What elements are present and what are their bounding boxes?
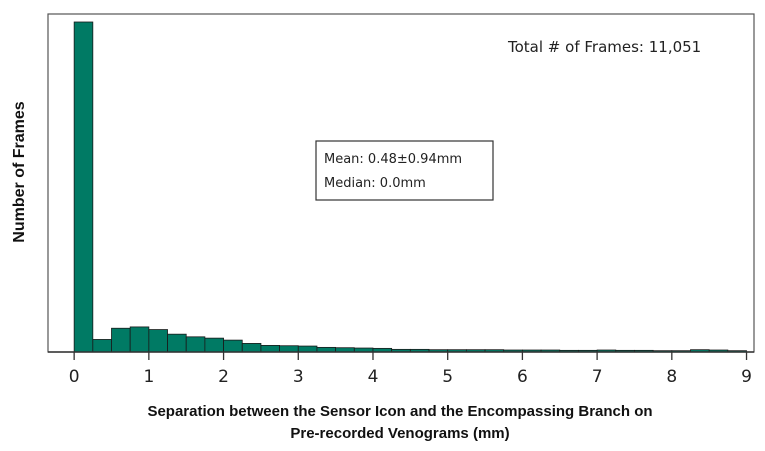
histogram-bar [148,329,168,353]
x-tick-label: 4 [368,367,379,387]
histogram-bar [73,21,94,353]
histogram-bar [279,345,299,353]
histogram-bar [167,333,187,353]
x-tick-label: 2 [218,367,229,387]
histogram-bar [92,339,112,353]
histogram-bar [260,344,280,353]
x-tick-label: 7 [592,367,603,387]
stats-box: Mean: 0.48±0.94mm Median: 0.0mm [315,140,494,201]
histogram-bars [73,21,747,353]
x-tick-label: 0 [69,367,80,387]
x-axis-label-line1: Separation between the Sensor Icon and t… [147,403,652,420]
stats-median: Median: 0.0mm [324,176,426,191]
x-tick-label: 3 [293,367,304,387]
histogram-bar [223,339,243,353]
stats-mean: Mean: 0.48±0.94mm [324,152,462,167]
x-tick-label: 6 [517,367,528,387]
x-tick-label: 1 [143,367,154,387]
stats-box-frame [315,140,494,201]
x-axis-ticks: 0 1 2 3 4 5 6 7 8 9 [69,352,752,387]
x-axis-label-line2: Pre-recorded Venograms (mm) [290,425,509,442]
histogram-bar [204,337,224,353]
histogram-bar [297,345,318,353]
total-frames-annotation: Total # of Frames: 11,051 [507,38,701,56]
x-tick-label: 5 [442,367,453,387]
y-axis-label: Number of Frames [11,101,28,242]
x-tick-label: 8 [666,367,677,387]
histogram-bar [129,326,150,353]
histogram-bar [111,327,131,353]
histogram-bar [241,343,262,353]
x-tick-label: 9 [741,367,752,387]
histogram-bar [185,336,206,353]
